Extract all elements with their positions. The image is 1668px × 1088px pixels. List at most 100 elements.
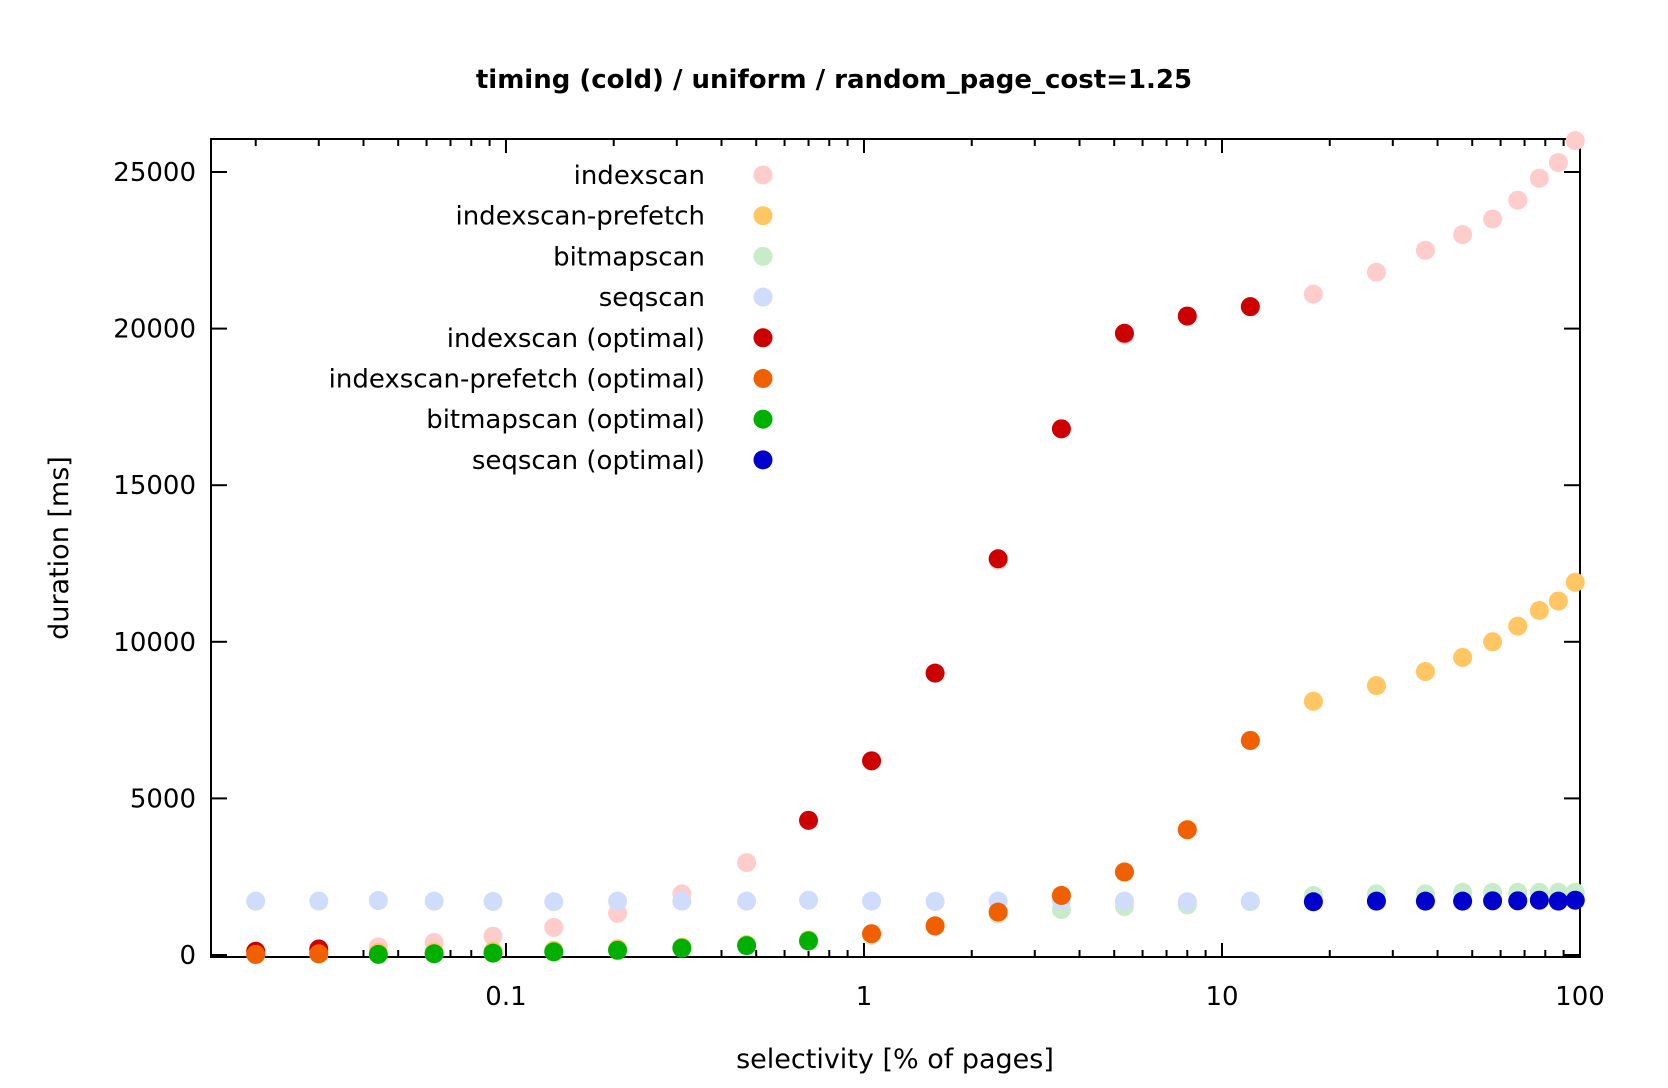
data-point — [799, 810, 819, 830]
legend: indexscan indexscan-prefetch bitmapscan seq… — [329, 161, 773, 476]
data-point — [309, 944, 329, 964]
data-point — [1114, 323, 1134, 343]
legend-label: seqscan (optimal) — [472, 446, 705, 476]
data-point — [1483, 632, 1503, 652]
data-point — [988, 902, 1008, 922]
y-tick-label: 20000 — [113, 315, 196, 345]
data-point — [1415, 240, 1435, 260]
data-point — [862, 751, 882, 771]
legend-marker — [753, 206, 773, 226]
series-7 — [1303, 890, 1585, 912]
data-point — [1177, 820, 1197, 840]
chart-title: timing (cold) / uniform / random_page_co… — [476, 65, 1192, 95]
data-point — [1366, 676, 1386, 696]
data-point — [608, 940, 628, 960]
x-axis-label: selectivity [% of pages] — [736, 1044, 1054, 1075]
data-point — [1114, 891, 1134, 911]
data-point — [1565, 890, 1585, 910]
legend-marker — [753, 328, 773, 348]
data-point — [672, 891, 692, 911]
y-tick-label: 10000 — [113, 628, 196, 658]
data-point — [368, 944, 388, 964]
data-point — [1529, 890, 1549, 910]
legend-marker — [753, 287, 773, 307]
data-point — [1508, 891, 1528, 911]
data-point — [544, 942, 564, 962]
data-point — [1051, 419, 1071, 439]
x-tick-label: 0.1 — [485, 982, 526, 1012]
legend-label: indexscan-prefetch — [455, 202, 705, 232]
y-tick-label: 5000 — [130, 784, 196, 814]
legend-label: indexscan (optimal) — [447, 324, 705, 354]
y-axis: 0 5000 10000 15000 20000 25000 — [113, 158, 1580, 971]
legend-label: indexscan-prefetch (optimal) — [329, 365, 705, 395]
data-point — [1303, 691, 1323, 711]
data-point — [925, 663, 945, 683]
y-tick-label: 25000 — [113, 158, 196, 188]
data-point — [799, 931, 819, 951]
data-point — [1453, 891, 1473, 911]
data-point — [483, 891, 503, 911]
series-0 — [246, 131, 1585, 962]
data-point — [1565, 572, 1585, 592]
series-5 — [246, 730, 1260, 964]
data-point — [1508, 190, 1528, 210]
data-point — [1366, 891, 1386, 911]
data-point — [1529, 600, 1549, 620]
data-point — [862, 924, 882, 944]
data-point — [1177, 892, 1197, 912]
data-point — [737, 936, 757, 956]
data-point — [1051, 885, 1071, 905]
data-point — [988, 549, 1008, 569]
data-point — [862, 891, 882, 911]
plot-frame — [210, 138, 1581, 958]
data-point — [1548, 591, 1568, 611]
data-point — [1303, 284, 1323, 304]
legend-marker — [753, 450, 773, 470]
data-point — [672, 938, 692, 958]
data-point — [1453, 647, 1473, 667]
data-point — [1114, 862, 1134, 882]
data-point — [544, 892, 564, 912]
x-tick-label: 100 — [1555, 982, 1605, 1012]
data-point — [246, 944, 266, 964]
data-point — [1240, 297, 1260, 317]
data-point — [799, 890, 819, 910]
data-point — [1453, 225, 1473, 245]
legend-marker — [753, 369, 773, 388]
data-point — [1366, 262, 1386, 282]
data-point — [368, 891, 388, 911]
data-point — [1508, 616, 1528, 636]
data-point — [925, 916, 945, 936]
data-point — [1240, 730, 1260, 750]
legend-label: bitmapscan — [553, 242, 705, 272]
data-point — [483, 926, 503, 946]
data-point — [246, 891, 266, 911]
data-point — [544, 917, 564, 937]
data-point — [608, 891, 628, 911]
y-tick-label: 15000 — [113, 471, 196, 501]
data-point — [483, 943, 503, 963]
data-point — [1548, 891, 1568, 911]
data-point — [1415, 662, 1435, 682]
y-tick-label: 0 — [179, 941, 196, 971]
data-point — [737, 853, 757, 873]
data-point — [737, 891, 757, 911]
x-axis: 0.1 1 10 100 — [254, 139, 1605, 1012]
data-point — [1177, 306, 1197, 326]
x-tick-label: 10 — [1205, 982, 1238, 1012]
data-point — [1529, 168, 1549, 188]
data-point — [1240, 891, 1260, 911]
series-6 — [368, 931, 819, 964]
data-point — [1415, 891, 1435, 911]
data-point — [1483, 891, 1503, 911]
data-points — [246, 131, 1585, 965]
y-axis-label: duration [ms] — [44, 456, 75, 640]
legend-label: indexscan — [574, 161, 705, 191]
legend-label: seqscan — [599, 283, 705, 313]
legend-marker — [753, 246, 773, 266]
data-point — [1565, 131, 1585, 151]
data-point — [309, 891, 329, 911]
data-point — [1483, 209, 1503, 229]
